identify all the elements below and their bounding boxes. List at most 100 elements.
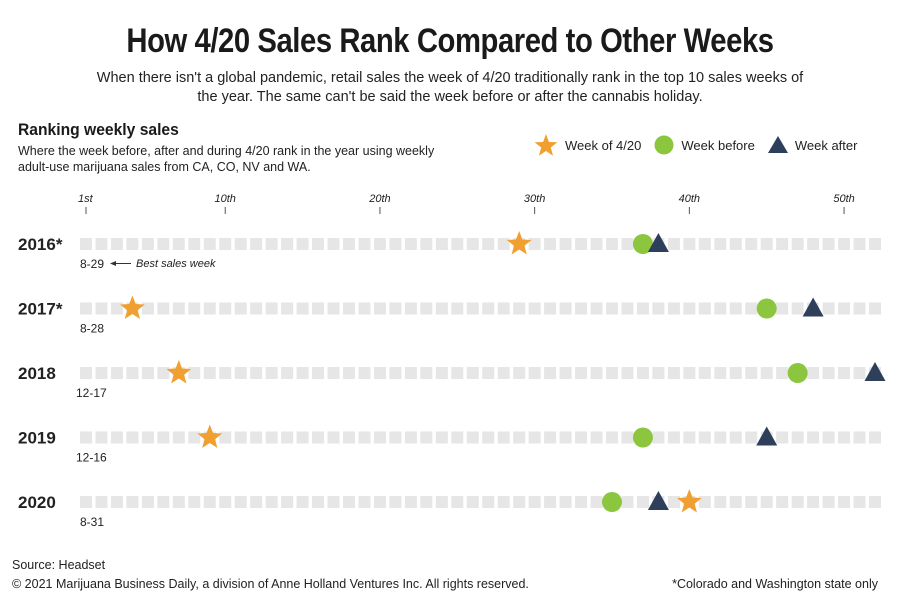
week-cell — [575, 496, 588, 508]
week-cell — [667, 302, 680, 315]
best-week-label: 8-31 — [80, 515, 104, 529]
year-label: 2017* — [18, 300, 63, 319]
week-cell — [729, 302, 742, 315]
marker-week-before — [756, 298, 777, 319]
week-cell — [389, 367, 402, 379]
week-cell — [435, 238, 448, 250]
week-cell — [838, 302, 851, 315]
week-cell — [791, 431, 804, 444]
best-week-label: 12-17 — [76, 386, 107, 400]
week-cell — [219, 238, 232, 250]
week-cell — [822, 238, 835, 250]
week-cell — [296, 496, 309, 508]
week-cell — [729, 431, 742, 444]
week-cell — [606, 238, 618, 250]
week-cell — [389, 431, 402, 444]
week-cell — [157, 367, 170, 379]
week-cell — [312, 302, 325, 315]
week-cell — [621, 367, 634, 379]
week-cell — [745, 496, 758, 508]
page-subtitle: When there isn't a global pandemic, reta… — [96, 70, 804, 105]
week-cell — [95, 496, 108, 508]
week-cell — [776, 302, 789, 315]
week-cell — [404, 302, 417, 315]
week-cell — [281, 238, 294, 250]
week-cell — [513, 496, 526, 508]
week-cell — [698, 302, 711, 315]
chart-row-2: 2018 12-17 — [18, 360, 886, 400]
source-note: Source: Headset — [12, 558, 106, 572]
week-cell — [590, 496, 603, 508]
week-cell — [404, 238, 417, 250]
week-cell — [683, 302, 696, 315]
week-cell — [281, 302, 294, 315]
week-cell — [714, 302, 727, 315]
week-cell — [451, 496, 464, 508]
legend-item-week-after: Week after — [767, 134, 857, 156]
week-cell — [807, 431, 820, 444]
week-cell — [404, 367, 417, 379]
week-cell — [590, 431, 603, 444]
chart-row-3: 2019 12-16 — [18, 424, 881, 465]
week-cell — [203, 496, 216, 508]
week-cell — [575, 302, 588, 315]
week-cell — [373, 431, 386, 444]
week-cell — [234, 431, 247, 444]
marker-week-after — [647, 233, 669, 252]
week-cell — [698, 367, 711, 379]
week-cell — [698, 431, 711, 444]
week-cell — [95, 431, 108, 444]
week-cell — [389, 496, 402, 508]
week-cell — [729, 238, 742, 250]
week-cell — [606, 367, 618, 379]
week-cell — [652, 431, 665, 444]
week-cell — [188, 431, 201, 444]
week-cell — [807, 238, 820, 250]
week-cell — [312, 238, 325, 250]
week-cell — [358, 496, 371, 508]
week-cell — [265, 238, 278, 250]
marker-week-before — [602, 492, 622, 512]
week-cell — [528, 431, 541, 444]
marker-week-after — [647, 491, 669, 510]
week-cell — [838, 496, 851, 508]
week-cell — [606, 431, 618, 444]
week-cell — [250, 238, 263, 250]
week-cell — [327, 302, 340, 315]
chart-row-4: 2020 8-31 — [18, 489, 881, 529]
week-cell — [621, 238, 634, 250]
week-cell — [466, 302, 479, 315]
week-cell — [296, 302, 309, 315]
weekly-rank-chart: 1st 10th 20th 30th 40th 50th 2016* 8-29 Best sal… — [18, 193, 886, 529]
week-cell — [745, 367, 758, 379]
tick-label-50: 50th — [833, 193, 854, 205]
week-cell — [126, 431, 139, 444]
week-cell — [281, 431, 294, 444]
chart-row-1: 2017* 8-28 — [18, 295, 881, 336]
week-cell — [513, 367, 526, 379]
tick-label-10: 10th — [215, 193, 236, 205]
week-cell — [312, 367, 325, 379]
week-cell — [853, 302, 866, 315]
week-cell — [373, 238, 386, 250]
week-cell — [698, 238, 711, 250]
week-cell — [636, 496, 649, 508]
week-cell — [497, 302, 510, 315]
week-cell — [404, 431, 417, 444]
annotation-arrowhead — [110, 261, 116, 266]
week-cell — [157, 238, 170, 250]
week-cell — [853, 496, 866, 508]
week-cell — [234, 302, 247, 315]
week-cell — [265, 302, 278, 315]
week-cell — [80, 302, 92, 315]
week-cell — [822, 431, 835, 444]
week-cell — [80, 496, 92, 508]
week-cell — [528, 367, 541, 379]
week-cell — [838, 367, 851, 379]
week-cell — [621, 496, 634, 508]
week-cell — [358, 367, 371, 379]
week-cell — [745, 431, 758, 444]
week-cell — [528, 302, 541, 315]
week-cell — [559, 367, 572, 379]
marker-week-before — [632, 427, 653, 448]
